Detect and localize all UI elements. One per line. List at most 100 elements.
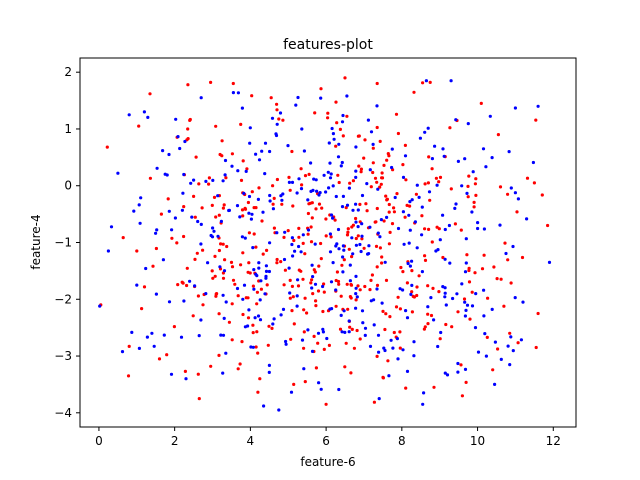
scatter-point-series-2 — [341, 270, 345, 274]
scatter-point-series-1 — [327, 343, 331, 347]
scatter-point-series-1 — [247, 261, 251, 265]
scatter-point-series-1 — [496, 347, 500, 351]
scatter-point-series-1 — [182, 205, 186, 209]
scatter-point-series-2 — [488, 114, 492, 118]
scatter-point-series-1 — [362, 246, 366, 250]
scatter-point-series-2 — [341, 194, 345, 198]
scatter-point-series-2 — [525, 217, 529, 221]
scatter-point-series-1 — [371, 146, 375, 150]
scatter-point-series-1 — [432, 385, 436, 389]
scatter-point-series-2 — [377, 350, 381, 354]
scatter-point-series-1 — [222, 203, 226, 207]
scatter-point-series-1 — [430, 167, 434, 171]
scatter-point-series-2 — [252, 287, 256, 291]
scatter-point-series-1 — [224, 176, 228, 180]
scatter-point-series-1 — [373, 176, 378, 180]
scatter-point-series-1 — [495, 277, 499, 281]
scatter-point-series-1 — [423, 182, 427, 186]
scatter-point-series-2 — [348, 279, 352, 283]
scatter-point-series-1 — [283, 268, 287, 272]
scatter-point-series-2 — [401, 288, 405, 292]
scatter-point-series-1 — [473, 271, 477, 275]
scatter-point-series-1 — [415, 293, 419, 298]
scatter-point-series-1 — [339, 294, 343, 298]
scatter-point-series-1 — [498, 185, 503, 189]
scatter-point-series-1 — [261, 252, 265, 256]
scatter-point-series-2 — [328, 232, 332, 236]
scatter-point-series-1 — [214, 124, 218, 128]
scatter-point-series-1 — [382, 219, 386, 223]
scatter-point-series-2 — [224, 351, 228, 355]
scatter-point-series-1 — [398, 330, 402, 334]
scatter-point-series-2 — [484, 165, 488, 169]
scatter-point-series-1 — [428, 198, 432, 202]
scatter-point-series-1 — [470, 290, 474, 294]
scatter-point-series-2 — [339, 313, 343, 317]
scatter-point-series-1 — [430, 240, 434, 244]
scatter-point-series-2 — [259, 279, 263, 283]
scatter-point-series-2 — [299, 187, 304, 191]
scatter-point-series-1 — [280, 202, 284, 206]
scatter-point-series-1 — [396, 131, 400, 136]
scatter-point-series-2 — [391, 346, 395, 350]
scatter-point-series-1 — [334, 144, 338, 148]
scatter-point-series-1 — [346, 230, 350, 234]
scatter-point-series-2 — [471, 170, 475, 174]
scatter-point-series-1 — [362, 156, 366, 160]
scatter-point-series-2 — [506, 344, 510, 348]
scatter-point-series-2 — [331, 216, 335, 220]
scatter-point-series-1 — [427, 227, 431, 231]
scatter-point-series-1 — [213, 254, 217, 258]
scatter-point-series-2 — [375, 104, 379, 108]
scatter-point-series-1 — [303, 252, 307, 256]
scatter-point-series-2 — [385, 215, 389, 219]
scatter-point-series-1 — [207, 182, 211, 186]
scatter-point-series-2 — [301, 233, 305, 237]
scatter-point-series-2 — [240, 235, 244, 239]
scatter-point-series-2 — [513, 296, 517, 300]
scatter-point-series-2 — [473, 326, 478, 330]
scatter-point-series-2 — [288, 291, 292, 295]
scatter-point-series-2 — [347, 186, 351, 190]
scatter-point-series-1 — [275, 261, 279, 265]
scatter-point-series-2 — [98, 304, 102, 308]
scatter-point-series-2 — [251, 246, 255, 250]
scatter-point-series-1 — [426, 312, 430, 316]
scatter-point-series-1 — [335, 270, 339, 274]
scatter-point-series-2 — [300, 127, 304, 131]
scatter-point-series-1 — [482, 253, 486, 257]
scatter-point-series-1 — [309, 240, 314, 244]
scatter-point-series-2 — [236, 169, 240, 173]
scatter-point-series-2 — [261, 210, 265, 214]
scatter-point-series-1 — [302, 346, 306, 350]
scatter-point-series-2 — [372, 298, 376, 302]
scatter-point-series-2 — [326, 170, 330, 174]
scatter-point-series-1 — [165, 353, 169, 357]
scatter-point-series-1 — [350, 327, 354, 331]
scatter-point-series-1 — [311, 292, 315, 296]
scatter-point-series-1 — [316, 289, 321, 293]
scatter-point-series-1 — [269, 96, 273, 100]
scatter-point-series-1 — [520, 255, 525, 260]
scatter-point-series-2 — [356, 225, 360, 229]
scatter-point-series-1 — [441, 255, 445, 260]
scatter-point-series-2 — [248, 141, 252, 145]
scatter-point-series-2 — [204, 292, 208, 296]
scatter-point-series-1 — [372, 400, 376, 404]
scatter-point-series-1 — [423, 258, 428, 262]
scatter-point-series-1 — [370, 273, 374, 277]
scatter-point-series-1 — [292, 238, 296, 243]
scatter-point-series-1 — [456, 310, 460, 314]
scatter-point-series-1 — [415, 285, 419, 289]
scatter-point-series-1 — [239, 263, 243, 267]
scatter-point-series-1 — [221, 242, 225, 246]
scatter-point-series-1 — [272, 196, 276, 200]
scatter-point-series-1 — [412, 90, 416, 94]
scatter-point-series-2 — [369, 130, 374, 134]
scatter-point-series-1 — [250, 190, 254, 194]
scatter-point-series-1 — [227, 320, 231, 324]
scatter-point-series-2 — [430, 157, 434, 161]
scatter-point-series-2 — [310, 263, 314, 267]
scatter-point-series-2 — [120, 350, 125, 354]
scatter-point-series-1 — [356, 284, 360, 288]
